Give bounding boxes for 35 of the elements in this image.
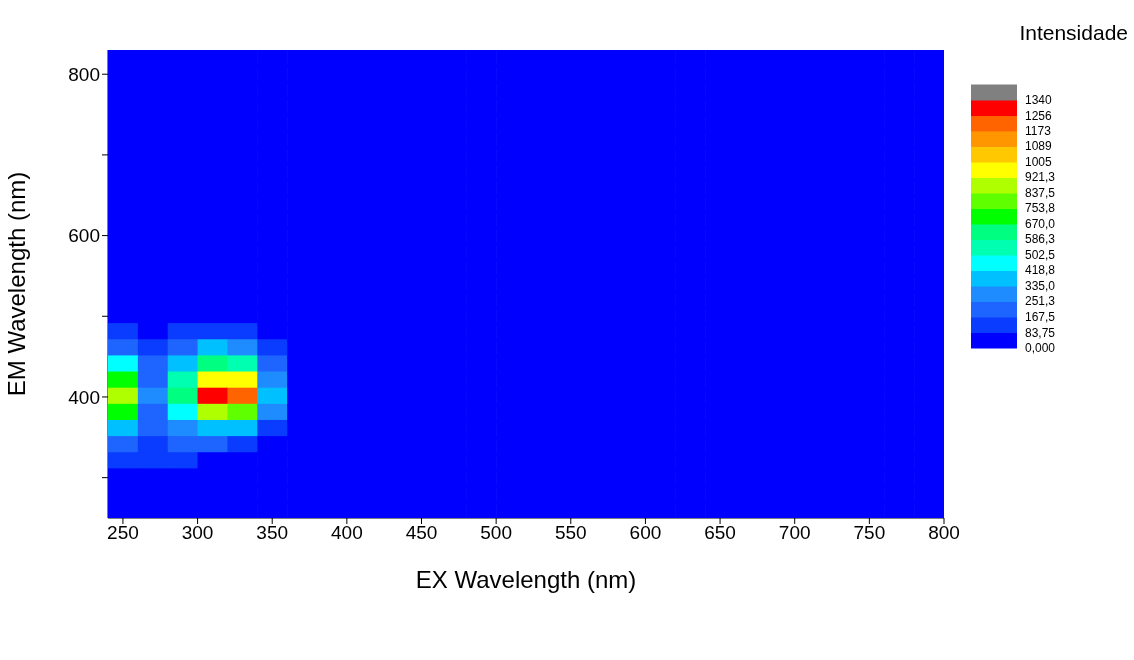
y-tick-label: 800: [68, 63, 100, 85]
x-tick-label: 300: [181, 522, 214, 544]
x-tick-label: 650: [704, 522, 736, 544]
color-bar-label: 1340: [1025, 93, 1053, 107]
color-bar-label: 1005: [1025, 155, 1053, 169]
color-bar-label: 335,0: [1025, 279, 1056, 293]
x-tick-label: 450: [405, 522, 438, 544]
x-tick-label: 250: [107, 522, 139, 544]
color-bar-label: 0,000: [1025, 341, 1056, 355]
x-tick-label: 800: [928, 522, 960, 544]
x-tick-label: 500: [480, 522, 512, 544]
color-bar-label: 753,8: [1025, 201, 1056, 216]
y-tick-label: 400: [68, 386, 100, 408]
color-bar-label: 1173: [1025, 123, 1052, 138]
x-tick-label: 350: [256, 522, 289, 544]
x-tick-label: 700: [778, 522, 811, 544]
color-bar-label: 502,5: [1025, 248, 1056, 262]
x-axis-title: EX Wavelength (nm): [415, 566, 637, 593]
x-tick-label: 400: [331, 522, 363, 544]
y-tick-label: 600: [68, 225, 100, 247]
color-bar-label: 83,75: [1025, 325, 1056, 340]
color-bar-title: Intensidade: [1019, 21, 1128, 44]
color-bar-label: 1089: [1025, 139, 1053, 154]
color-bar-label: 167,5: [1025, 310, 1056, 324]
color-bar-label: 1256: [1025, 108, 1053, 123]
color-bar-label: 837,5: [1025, 186, 1056, 200]
color-bar-label: 251,3: [1025, 294, 1056, 309]
color-bar-label: 921,3: [1025, 170, 1056, 185]
x-tick-label: 550: [554, 522, 587, 544]
color-bar-label: 418,8: [1025, 263, 1056, 278]
color-bar-label: 670,0: [1025, 217, 1056, 231]
x-tick-label: 600: [629, 522, 662, 544]
x-tick-label: 750: [853, 522, 886, 544]
y-axis-title: EM Wavelength (nm): [2, 171, 30, 397]
color-bar-label: 586,3: [1025, 232, 1056, 247]
